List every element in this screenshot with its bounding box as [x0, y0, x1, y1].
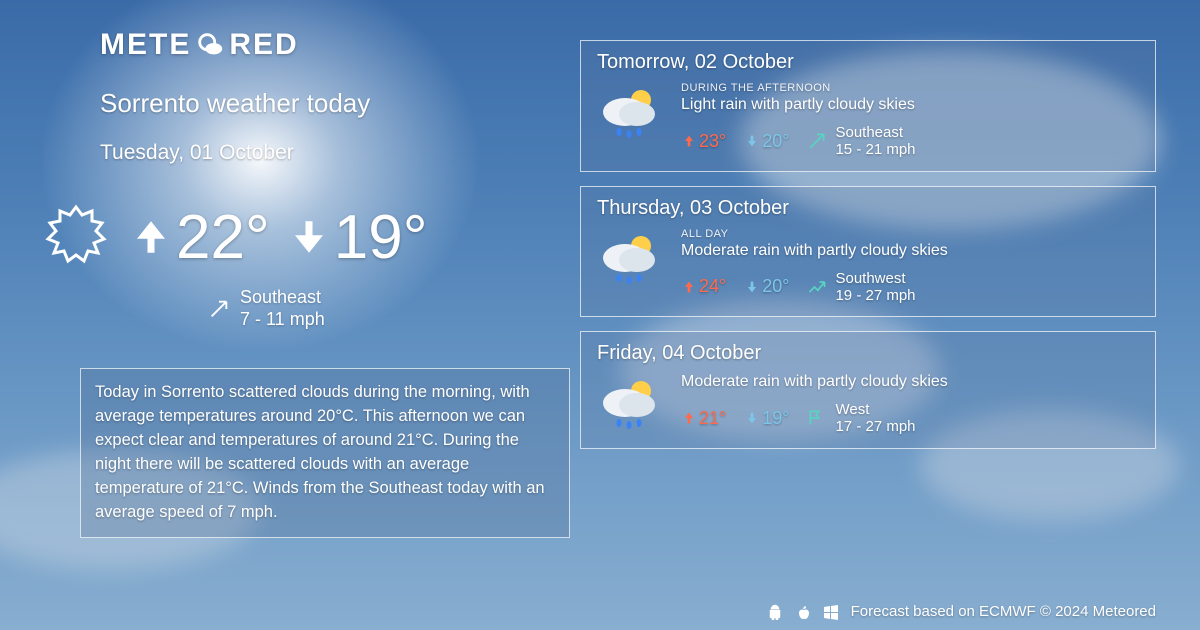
today-summary: Today in Sorrento scattered clouds durin…	[80, 368, 570, 538]
forecast-description: Moderate rain with partly cloudy skies	[681, 242, 1139, 260]
arrow-down-icon	[744, 410, 760, 426]
forecast-low: 20°	[744, 276, 789, 297]
forecast-low: 20°	[744, 131, 789, 152]
forecast-date: Friday, 04 October	[597, 342, 1139, 365]
forecast-card: Tomorrow, 02 October DURING THE AFTERNOO…	[580, 40, 1156, 172]
forecast-wind-dir: Southwest	[835, 270, 915, 287]
forecast-high: 24°	[681, 276, 726, 297]
forecast-wind: Southeast 15 - 21 mph	[807, 124, 915, 159]
forecast-card: Friday, 04 October Moderate rain with pa…	[580, 331, 1156, 449]
forecast-wind-dir: West	[835, 401, 915, 418]
logo-sun-cloud-icon	[195, 30, 225, 60]
forecast-date: Tomorrow, 02 October	[597, 51, 1139, 74]
wind-direction-icon	[807, 131, 827, 151]
today-high: 22°	[130, 202, 270, 273]
forecast-wind-dir: Southeast	[835, 124, 915, 141]
today-wind: Southeast 7 - 11 mph	[208, 287, 560, 330]
forecast-high: 23°	[681, 131, 726, 152]
forecast-description: Light rain with partly cloudy skies	[681, 96, 1139, 114]
rain-cloud-icon	[597, 86, 663, 142]
today-date: Tuesday, 01 October	[100, 141, 560, 165]
forecast-period: ALL DAY	[681, 228, 1139, 240]
page-title: Sorrento weather today	[100, 88, 560, 119]
forecast-low: 19°	[744, 408, 789, 429]
forecast-high: 21°	[681, 408, 726, 429]
forecast-wind-speed: 15 - 21 mph	[835, 141, 915, 158]
arrow-up-icon	[681, 279, 697, 295]
arrow-up-icon	[681, 410, 697, 426]
wind-direction-icon	[807, 277, 827, 297]
rain-cloud-icon	[597, 232, 663, 288]
forecast-wind-speed: 17 - 27 mph	[835, 418, 915, 435]
today-high-value: 22°	[176, 202, 270, 273]
today-low-value: 19°	[334, 202, 428, 273]
arrow-up-icon	[681, 133, 697, 149]
sun-icon	[40, 201, 112, 273]
wind-direction-icon	[208, 298, 230, 320]
arrow-down-icon	[744, 279, 760, 295]
forecast-date: Thursday, 03 October	[597, 197, 1139, 220]
today-low: 19°	[288, 202, 428, 273]
forecast-card: Thursday, 03 October ALL DAY Moderate ra…	[580, 186, 1156, 318]
forecast-list: Tomorrow, 02 October DURING THE AFTERNOO…	[580, 0, 1200, 630]
forecast-period: DURING THE AFTERNOON	[681, 82, 1139, 94]
arrow-down-icon	[744, 133, 760, 149]
forecast-wind-speed: 19 - 27 mph	[835, 287, 915, 304]
forecast-wind: Southwest 19 - 27 mph	[807, 270, 915, 305]
today-temperatures: 22° 19°	[40, 201, 560, 273]
brand-name-left: METE	[100, 28, 191, 62]
brand-name-right: RED	[229, 28, 298, 62]
today-wind-speed: 7 - 11 mph	[240, 309, 325, 331]
brand-logo: METE RED	[100, 28, 560, 62]
rain-cloud-icon	[597, 377, 663, 433]
arrow-up-icon	[130, 216, 172, 258]
arrow-down-icon	[288, 216, 330, 258]
forecast-wind: West 17 - 27 mph	[807, 401, 915, 436]
wind-direction-icon	[807, 408, 827, 428]
today-wind-dir: Southeast	[240, 287, 325, 309]
forecast-description: Moderate rain with partly cloudy skies	[681, 373, 1139, 391]
